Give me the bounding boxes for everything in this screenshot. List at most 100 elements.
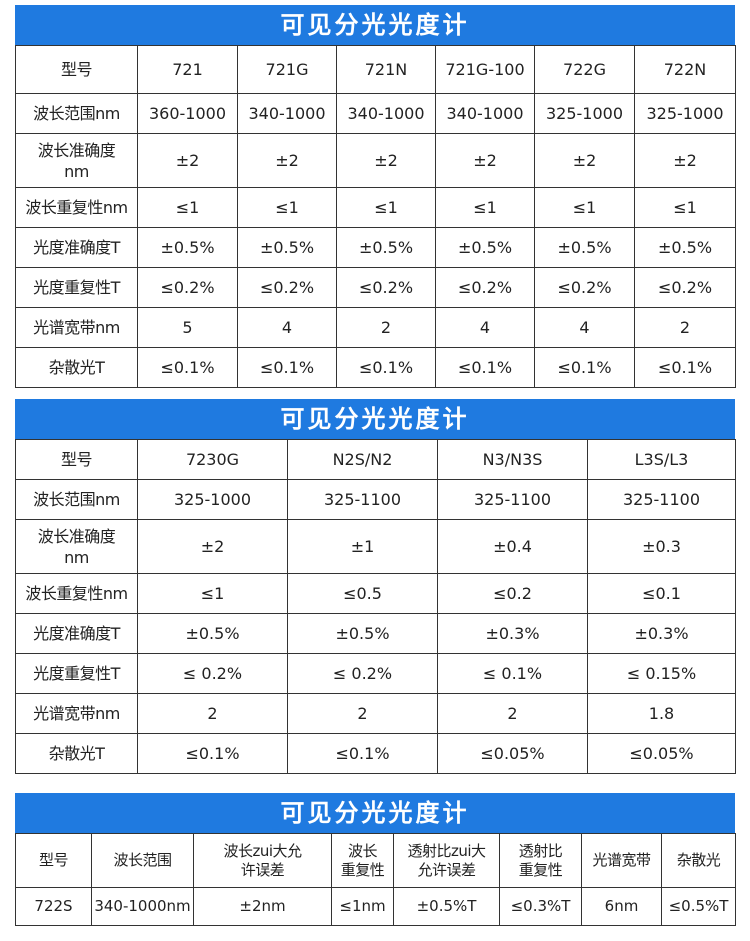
row-label-cell: 波长范围nm <box>15 93 138 134</box>
value-cell: ±0.5% <box>287 613 438 654</box>
value-cell: 340-1000 <box>336 93 436 134</box>
table-row: 光度重复性T ≤ 0.2% ≤ 0.2% ≤ 0.1% ≤ 0.15% <box>15 653 736 694</box>
value-cell: 721G <box>237 45 337 94</box>
row-label-cell: 波长重复性nm <box>15 573 138 614</box>
value-cell: 6nm <box>581 887 662 926</box>
table-title: 可见分光光度计 <box>15 793 735 833</box>
value-cell: 722N <box>634 45 736 94</box>
value-cell: ±2 <box>534 133 635 188</box>
value-cell: ±2 <box>237 133 337 188</box>
row-label-cell: 波长准确度 nm <box>15 133 138 188</box>
value-cell: 5 <box>137 307 238 348</box>
value-cell: ≤0.2 <box>437 573 588 614</box>
value-cell: ≤0.1% <box>287 733 438 774</box>
value-cell: 325-1100 <box>437 479 588 520</box>
value-cell: ±0.5% <box>435 227 535 268</box>
value-cell: ±2nm <box>193 887 332 926</box>
row-label-cell: 波长准确度 nm <box>15 519 138 574</box>
value-cell: ±0.5% <box>137 613 288 654</box>
value-cell: ≤0.1% <box>336 347 436 388</box>
value-cell: ≤1 <box>534 187 635 228</box>
table-title: 可见分光光度计 <box>15 5 735 45</box>
value-cell: 340-1000nm <box>91 887 194 926</box>
spec-table: 型号 7230G N2S/N2 N3/N3S L3S/L3 波长范围nm 325-1000 3… <box>15 439 736 774</box>
value-cell: ±0.3% <box>437 613 588 654</box>
value-cell: ±0.5% <box>534 227 635 268</box>
value-cell: ≤ 0.15% <box>587 653 736 694</box>
value-cell: 325-1100 <box>587 479 736 520</box>
value-cell: 2 <box>437 693 588 734</box>
value-cell: N3/N3S <box>437 439 588 480</box>
value-cell: ≤0.1% <box>137 347 238 388</box>
value-cell: ±2 <box>137 133 238 188</box>
row-label-cell: 杂散光T <box>15 347 138 388</box>
value-cell: 721G-100 <box>435 45 535 94</box>
row-label-cell: 光度准确度T <box>15 227 138 268</box>
table-row: 杂散光T ≤0.1% ≤0.1% ≤0.1% ≤0.1% ≤0.1% ≤0.1% <box>15 347 736 388</box>
value-cell: ±0.5% <box>336 227 436 268</box>
row-label-cell: 光度准确度T <box>15 613 138 654</box>
value-cell: ≤0.2% <box>336 267 436 308</box>
value-cell: ≤0.5 <box>287 573 438 614</box>
table-header-row: 型号 7230G N2S/N2 N3/N3S L3S/L3 <box>15 439 736 480</box>
value-cell: 721N <box>336 45 436 94</box>
table-row: 光度准确度T ±0.5% ±0.5% ±0.5% ±0.5% ±0.5% ±0.5% <box>15 227 736 268</box>
value-cell: ≤ 0.2% <box>137 653 288 694</box>
value-cell: ≤0.05% <box>587 733 736 774</box>
value-cell: 722S <box>15 887 92 926</box>
table-row: 光度重复性T ≤0.2% ≤0.2% ≤0.2% ≤0.2% ≤0.2% ≤0.2% <box>15 267 736 308</box>
value-cell: ≤0.1% <box>634 347 736 388</box>
value-cell: 1.8 <box>587 693 736 734</box>
table-row: 722S 340-1000nm ±2nm ≤1nm ±0.5%T ≤0.3%T 6nm ≤0.… <box>15 887 736 926</box>
value-cell: 325-1000 <box>634 93 736 134</box>
row-label-cell: 光度重复性T <box>15 653 138 694</box>
value-cell: ≤ 0.2% <box>287 653 438 694</box>
table-title: 可见分光光度计 <box>15 399 735 439</box>
value-cell: ≤0.1 <box>587 573 736 614</box>
value-cell: ≤1 <box>435 187 535 228</box>
table-row: 波长重复性nm ≤1 ≤1 ≤1 ≤1 ≤1 ≤1 <box>15 187 736 228</box>
value-cell: 2 <box>336 307 436 348</box>
value-cell: ≤0.1% <box>534 347 635 388</box>
value-cell: ≤1 <box>634 187 736 228</box>
row-label-cell: 光谱宽带nm <box>15 693 138 734</box>
row-label-cell: 波长范围nm <box>15 479 138 520</box>
spec-table: 型号 721 721G 721N 721G-100 722G 722N 波长范围nm 360-1… <box>15 45 736 388</box>
spec-table-block-1: 可见分光光度计 型号 721 721G 721N 721G-100 722G 722N 波长范… <box>15 5 736 388</box>
table-row: 波长范围nm 360-1000 340-1000 340-1000 340-1000 32… <box>15 93 736 134</box>
value-cell: L3S/L3 <box>587 439 736 480</box>
spec-table-block-2: 可见分光光度计 型号 7230G N2S/N2 N3/N3S L3S/L3 波长范围nm 3… <box>15 399 736 774</box>
value-cell: ±0.3 <box>587 519 736 574</box>
value-cell: 721 <box>137 45 238 94</box>
table-row: 波长范围nm 325-1000 325-1100 325-1100 325-1100 <box>15 479 736 520</box>
value-cell: ±0.5% <box>634 227 736 268</box>
value-cell: 325-1000 <box>137 479 288 520</box>
value-cell: 4 <box>237 307 337 348</box>
value-cell: 722G <box>534 45 635 94</box>
value-cell: ±2 <box>634 133 736 188</box>
value-cell: ≤0.3%T <box>499 887 582 926</box>
table-header-row: 型号 波长范围 波长zui大允 许误差 波长 重复性 透射比zui大 允许误差 透射比 重复性 光谱… <box>15 833 736 888</box>
value-cell: ±1 <box>287 519 438 574</box>
value-cell: 4 <box>534 307 635 348</box>
value-cell: ±2 <box>137 519 288 574</box>
value-cell: ≤0.05% <box>437 733 588 774</box>
value-cell: N2S/N2 <box>287 439 438 480</box>
value-cell: 360-1000 <box>137 93 238 134</box>
row-label-cell: 杂散光 <box>661 833 736 888</box>
value-cell: ≤1 <box>237 187 337 228</box>
value-cell: ≤1 <box>137 187 238 228</box>
value-cell: ≤0.2% <box>634 267 736 308</box>
value-cell: 340-1000 <box>435 93 535 134</box>
row-label-cell: 光度重复性T <box>15 267 138 308</box>
table-row: 杂散光T ≤0.1% ≤0.1% ≤0.05% ≤0.05% <box>15 733 736 774</box>
value-cell: ≤ 0.1% <box>437 653 588 694</box>
value-cell: ≤1 <box>336 187 436 228</box>
value-cell: 2 <box>634 307 736 348</box>
value-cell: 2 <box>137 693 288 734</box>
spec-table: 型号 波长范围 波长zui大允 许误差 波长 重复性 透射比zui大 允许误差 透射比 重复性 光谱… <box>15 833 736 926</box>
value-cell: 7230G <box>137 439 288 480</box>
table-row: 波长重复性nm ≤1 ≤0.5 ≤0.2 ≤0.1 <box>15 573 736 614</box>
value-cell: ≤0.1% <box>237 347 337 388</box>
value-cell: ≤1 <box>137 573 288 614</box>
